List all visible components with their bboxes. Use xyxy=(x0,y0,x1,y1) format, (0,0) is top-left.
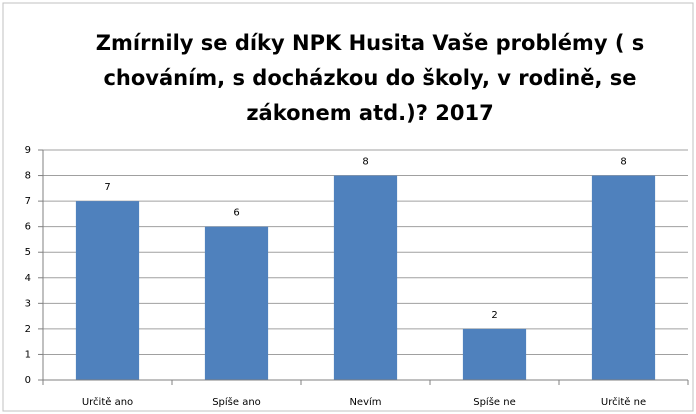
bar xyxy=(462,328,527,380)
x-tick-label: Nevím xyxy=(349,396,381,408)
y-tick-label: 8 xyxy=(25,171,31,182)
y-tick-label: 4 xyxy=(25,273,31,284)
bar xyxy=(204,226,269,380)
data-label: 8 xyxy=(362,157,368,168)
data-label: 6 xyxy=(233,208,239,219)
x-tick-label: Určitě ano xyxy=(82,396,133,408)
data-label: 2 xyxy=(491,310,497,321)
y-tick-label: 6 xyxy=(25,222,31,233)
y-tick-label: 9 xyxy=(25,145,31,156)
x-tick-label: Spíše ano xyxy=(212,396,261,408)
bar xyxy=(591,175,656,380)
data-label: 7 xyxy=(104,182,110,193)
bar xyxy=(75,201,140,380)
x-tick-label: Určitě ne xyxy=(601,396,646,408)
y-tick-label: 0 xyxy=(25,375,31,386)
y-tick-label: 5 xyxy=(25,247,31,258)
bar xyxy=(333,175,398,380)
x-tick-label: Spíše ne xyxy=(473,396,516,408)
y-tick-label: 7 xyxy=(25,196,31,207)
y-tick-label: 3 xyxy=(25,298,31,309)
y-tick-label: 1 xyxy=(25,349,31,360)
chart-title: Zmírnily se díky NPK Husita Vaše problém… xyxy=(95,31,645,125)
data-label: 8 xyxy=(620,157,626,168)
y-tick-label: 2 xyxy=(25,324,31,335)
